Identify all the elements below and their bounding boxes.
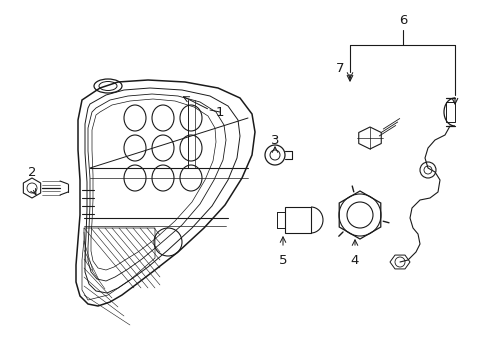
Text: 7: 7 (335, 62, 344, 75)
Text: 1: 1 (215, 105, 224, 118)
Text: 6: 6 (398, 13, 407, 27)
Text: 5: 5 (278, 253, 286, 266)
Text: 4: 4 (350, 253, 359, 266)
Text: 2: 2 (28, 166, 36, 179)
Bar (445, 102, 454, 122)
Text: 3: 3 (270, 134, 279, 147)
